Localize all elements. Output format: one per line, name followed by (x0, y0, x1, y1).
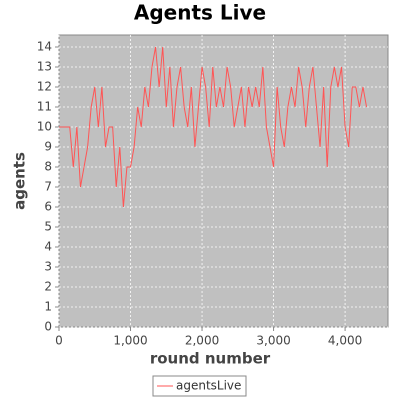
chart-title: Agents Live (134, 1, 266, 25)
data-line (59, 46, 368, 208)
plot-area (58, 34, 389, 328)
y-tick-label: 11 (37, 100, 52, 114)
x-axis-label: round number (150, 350, 271, 368)
y-tick-label: 3 (44, 260, 52, 274)
y-tick-label: 8 (44, 160, 52, 174)
y-tick-label: 14 (37, 40, 52, 54)
y-tick-label: 10 (37, 120, 52, 134)
legend-label: agentsLive (176, 379, 241, 393)
y-axis-label: agents (11, 152, 29, 210)
y-tick-label: 1 (44, 300, 52, 314)
x-tick-label: 0 (55, 334, 63, 348)
x-tick-label: 3,000 (256, 334, 290, 348)
y-tick-label: 12 (37, 80, 52, 94)
x-tick-label: 2,000 (185, 334, 219, 348)
y-tick-label: 2 (44, 280, 52, 294)
y-tick-label: 13 (37, 60, 52, 74)
y-tick-label: 9 (44, 140, 52, 154)
y-tick-label: 0 (44, 320, 52, 334)
y-tick-label: 6 (44, 200, 52, 214)
y-tick-label: 7 (44, 180, 52, 194)
x-tick-label: 4,000 (328, 334, 362, 348)
y-tick-label: 4 (44, 240, 52, 254)
legend-box (152, 375, 247, 397)
x-tick-label: 1,000 (113, 334, 147, 348)
y-tick-label: 5 (44, 220, 52, 234)
